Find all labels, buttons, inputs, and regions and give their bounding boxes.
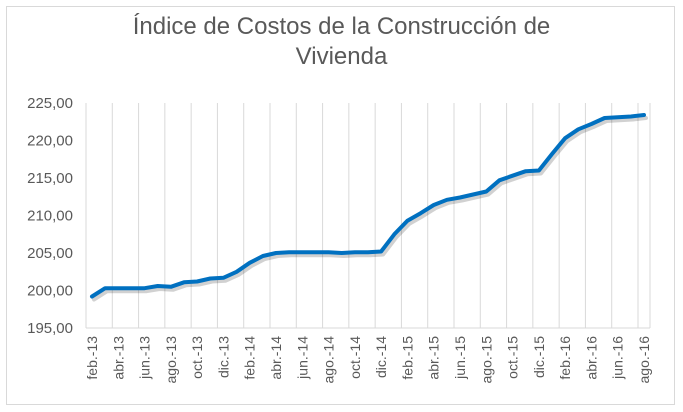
x-tick-label: jun.-13 xyxy=(137,336,153,380)
y-axis: 195,00 200,00 205,00 210,00 215,00 220,00 225,… xyxy=(27,95,73,337)
chart-title: Índice de Costos de la Construcción de V… xyxy=(0,12,683,72)
plot-area xyxy=(90,113,648,302)
x-tick-label: ago.-15 xyxy=(478,336,494,384)
series-shadow xyxy=(92,116,648,302)
x-tick-label: dic.-15 xyxy=(531,336,547,378)
chart-frame xyxy=(6,6,675,405)
x-tick-label: feb.-13 xyxy=(84,336,100,380)
x-tick-label: dic.-14 xyxy=(373,336,389,378)
x-tick-label: abr.-13 xyxy=(110,336,126,380)
x-tick-label: ago.-16 xyxy=(636,336,652,384)
x-tick-label: oct.-15 xyxy=(505,336,521,379)
x-tick-label: jun.-16 xyxy=(610,336,626,380)
x-tick-label: abr.-16 xyxy=(583,336,599,380)
chart-title-line-2: Vivienda xyxy=(295,43,388,70)
series-line xyxy=(90,113,646,299)
x-tick-label: feb.-14 xyxy=(242,336,258,380)
x-tick-label: jun.-14 xyxy=(294,336,310,380)
y-tick-label: 200,00 xyxy=(27,283,73,300)
x-tick-label: abr.-15 xyxy=(426,336,442,380)
x-tick-label: oct.-14 xyxy=(347,336,363,379)
y-tick-label: 225,00 xyxy=(27,95,73,112)
x-tick-label: feb.-16 xyxy=(557,336,573,380)
x-tick-label: abr.-14 xyxy=(268,336,284,380)
y-tick-label: 205,00 xyxy=(27,245,73,262)
chart-title-line-1: Índice de Costos de la Construcción de xyxy=(132,13,551,40)
y-tick-label: 220,00 xyxy=(27,133,73,150)
x-tick-label: dic.-13 xyxy=(215,336,231,378)
x-tick-label: ago.-14 xyxy=(321,336,337,384)
x-tick-label: jun.-15 xyxy=(452,336,468,380)
y-tick-label: 215,00 xyxy=(27,170,73,187)
y-tick-label: 210,00 xyxy=(27,208,73,225)
x-tick-label: oct.-13 xyxy=(189,336,205,379)
x-tick-label: feb.-15 xyxy=(399,336,415,380)
gridlines xyxy=(85,103,651,329)
x-axis: feb.-13 abr.-13 jun.-13 ago.-13 oct.-13 dic.-… xyxy=(84,336,652,384)
y-tick-label: 195,00 xyxy=(27,320,73,337)
x-tick-label: ago.-13 xyxy=(163,336,179,384)
